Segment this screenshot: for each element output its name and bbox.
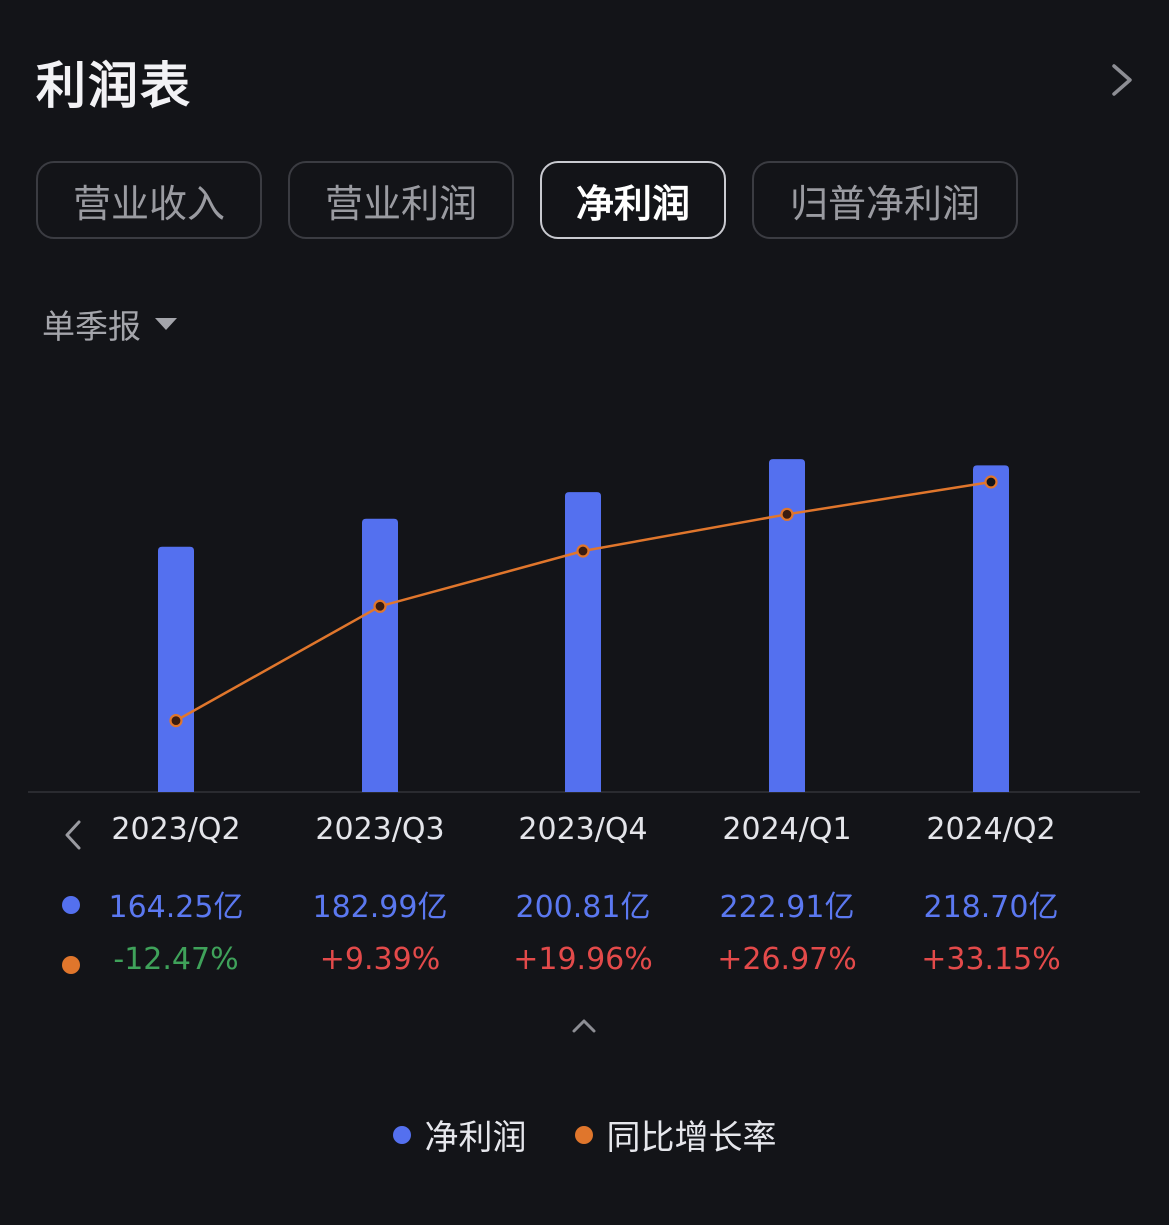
legend-label: 同比增长率 [606,1118,777,1158]
chart-legend: 净利润 同比增长率 [0,1110,1169,1159]
caret-down-icon [155,318,177,330]
legend-dot [392,1125,411,1144]
growth-point-2024/Q1[interactable] [780,507,794,521]
x-tick-label: 2024/Q2 [926,812,1056,847]
chevron-left-icon[interactable] [60,818,86,852]
legend-dot [574,1125,593,1144]
period-dropdown[interactable]: 单季报 [42,300,177,348]
net-profit-chart [28,459,1140,793]
bar-2023/Q2[interactable] [158,546,194,792]
yoy-growth-value: +9.39% [319,942,441,977]
tab-label: 净利润 [575,181,690,226]
x-tick-label: 2024/Q1 [722,812,852,847]
x-tick-label: 2023/Q3 [315,812,445,847]
net-profit-value: 200.81亿 [515,890,651,925]
growth-point-2023/Q2[interactable] [169,714,183,728]
yoy-growth-value: +33.15% [921,942,1061,977]
x-tick-label: 2023/Q2 [111,812,241,847]
line-series-dot [62,956,80,974]
bar-2024/Q1[interactable] [769,459,805,792]
net-profit-values-row: 164.25亿 182.99亿 200.81亿 222.91亿 218.70亿 [0,882,1169,928]
chevron-right-icon[interactable] [1104,60,1140,100]
page-title: 利润表 [36,57,192,115]
x-tick-label: 2023/Q4 [518,812,648,847]
tab-attributable-net-profit[interactable]: 归普净利润 [752,161,1018,239]
tab-label: 营业收入 [72,181,225,226]
chevron-up-icon[interactable] [570,1014,598,1036]
yoy-growth-values-row: -12.47% +9.39% +19.96% +26.97% +33.15% [0,942,1169,988]
net-profit-value: 218.70亿 [923,890,1059,925]
tab-label: 营业利润 [324,181,477,226]
legend-item-yoy-growth[interactable]: 同比增长率 [574,1110,777,1159]
legend-item-net-profit[interactable]: 净利润 [392,1110,527,1159]
yoy-growth-value: -12.47% [113,942,239,977]
tab-label: 归普净利润 [789,181,980,226]
net-profit-value: 182.99亿 [312,890,448,925]
bar-series-dot [62,896,80,914]
bar-2023/Q4[interactable] [565,492,601,792]
net-profit-value: 222.91亿 [719,890,855,925]
growth-point-2023/Q4[interactable] [576,544,590,558]
growth-point-2024/Q2[interactable] [984,475,998,489]
yoy-growth-value: +19.96% [513,942,653,977]
bar-2023/Q3[interactable] [362,518,398,792]
period-label: 单季报 [42,307,141,346]
yoy-growth-value: +26.97% [717,942,857,977]
x-axis-labels: 2023/Q2 2023/Q3 2023/Q4 2024/Q1 2024/Q2 [0,812,1169,862]
tab-operating-revenue[interactable]: 营业收入 [36,161,262,239]
growth-point-2023/Q3[interactable] [373,599,387,613]
legend-label: 净利润 [424,1118,527,1158]
net-profit-value: 164.25亿 [108,890,244,925]
bar-2024/Q2[interactable] [973,465,1009,792]
tab-operating-profit[interactable]: 营业利润 [288,161,514,239]
tab-net-profit[interactable]: 净利润 [540,161,726,239]
